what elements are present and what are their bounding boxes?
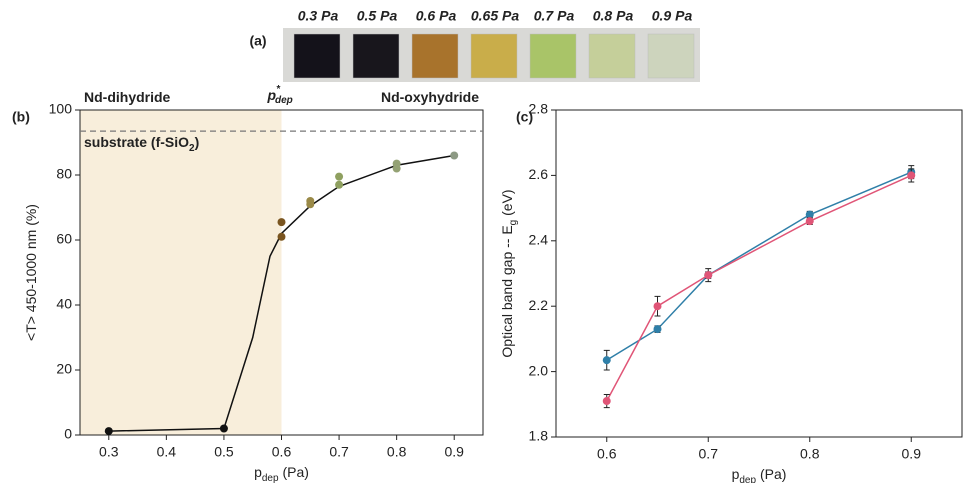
series-line	[606, 171, 912, 361]
data-point	[602, 397, 611, 406]
data-point	[653, 302, 662, 311]
x-tick-label: 0.6	[272, 444, 292, 460]
data-point	[219, 424, 228, 433]
data-point	[907, 171, 916, 180]
x-tick-label: 0.8	[800, 446, 820, 462]
region-shade	[80, 110, 282, 435]
sample-label: 0.5 Pa	[357, 8, 398, 24]
y-axis-title-text: <T> 450-1000 nm (%)	[23, 204, 39, 341]
y-axis-title-sub: g	[508, 220, 519, 226]
y-tick-label: 40	[56, 296, 72, 312]
y-tick-label: 1.8	[529, 428, 549, 444]
x-tick-label: 0.7	[329, 444, 349, 460]
annotation: Nd-dihydride	[84, 89, 171, 105]
data-point	[104, 427, 113, 436]
x-axis-title: pdep (Pa)	[254, 464, 309, 483]
x-axis-title-after: (Pa)	[756, 466, 786, 482]
sample-label: 0.8 Pa	[593, 8, 634, 24]
sample-label: 0.7 Pa	[534, 8, 575, 24]
x-tick-label: 0.8	[387, 444, 407, 460]
data-point	[450, 151, 459, 160]
y-tick-label: 2.0	[529, 362, 549, 378]
annotation-text: Nd-dihydride	[84, 89, 171, 105]
x-tick-label: 0.9	[902, 446, 922, 462]
sample-swatch	[411, 33, 459, 79]
data-point	[602, 356, 611, 365]
x-tick-label: 0.9	[444, 444, 464, 460]
data-point	[335, 172, 344, 181]
sample-swatch	[647, 33, 695, 79]
data-point	[277, 218, 286, 227]
data-point	[306, 197, 315, 205]
x-axis-title-sub: dep	[739, 475, 756, 483]
annotation: p* dep	[267, 84, 293, 106]
sample-label: 0.6 Pa	[416, 8, 457, 24]
annotation: Nd-oxyhydride	[381, 89, 479, 105]
sample-swatch	[588, 33, 636, 79]
y-tick-label: 20	[56, 361, 72, 377]
y-tick-label: 2.6	[529, 166, 549, 182]
data-point	[277, 232, 286, 241]
sample-swatch	[529, 33, 577, 79]
y-axis-title-after: (eV)	[499, 189, 515, 219]
panel-label: (c)	[516, 109, 533, 125]
data-point	[704, 271, 713, 280]
y-tick-label: 80	[56, 166, 72, 182]
data-point	[335, 180, 344, 189]
y-tick-label: 100	[49, 101, 73, 117]
annotation-after: )	[195, 134, 200, 150]
y-axis-title: <T> 450-1000 nm (%)	[23, 204, 39, 341]
annotation-text: substrate (f-SiO	[84, 134, 189, 150]
series-line	[606, 174, 912, 402]
y-axis-title: Optical band gap -- Eg (eV)	[499, 189, 519, 357]
annotation-text: Nd-oxyhydride	[381, 89, 479, 105]
x-axis-title-text: p	[254, 464, 262, 480]
x-axis-title-after: (Pa)	[279, 464, 309, 480]
x-axis-title-sub: dep	[262, 473, 279, 483]
x-tick-label: 0.6	[597, 446, 617, 462]
data-point	[805, 217, 814, 226]
sample-swatch	[293, 33, 341, 79]
x-axis-title-text: p	[732, 466, 740, 482]
x-tick-label: 0.5	[214, 444, 234, 460]
x-axis-title: pdep (Pa)	[732, 466, 787, 483]
panel-label: (b)	[12, 109, 30, 125]
annotation-text: p	[267, 87, 277, 103]
panel-label: (a)	[249, 33, 266, 49]
data-point	[653, 325, 662, 334]
data-point	[392, 164, 401, 173]
y-axis-title-text: Optical band gap -- E	[499, 225, 515, 357]
y-tick-label: 60	[56, 231, 72, 247]
plot-frame	[555, 109, 963, 438]
data-point	[805, 210, 814, 219]
x-tick-label: 0.4	[157, 444, 177, 460]
sample-label: 0.3 Pa	[298, 8, 339, 24]
sample-label: 0.65 Pa	[471, 8, 519, 24]
x-tick-label: 0.7	[699, 446, 719, 462]
y-tick-label: 0	[64, 426, 72, 442]
sample-swatch	[470, 33, 518, 79]
x-tick-label: 0.3	[99, 444, 119, 460]
sample-label: 0.9 Pa	[652, 8, 693, 24]
y-tick-label: 2.8	[529, 101, 549, 117]
annotation-sub: dep	[275, 95, 293, 106]
sample-swatch	[352, 33, 400, 79]
annotation-sup: *	[276, 84, 281, 95]
annotation-sub: 2	[189, 143, 195, 154]
y-tick-label: 2.4	[529, 232, 549, 248]
y-tick-label: 2.2	[529, 297, 549, 313]
annotation: substrate (f-SiO2)	[84, 134, 199, 154]
